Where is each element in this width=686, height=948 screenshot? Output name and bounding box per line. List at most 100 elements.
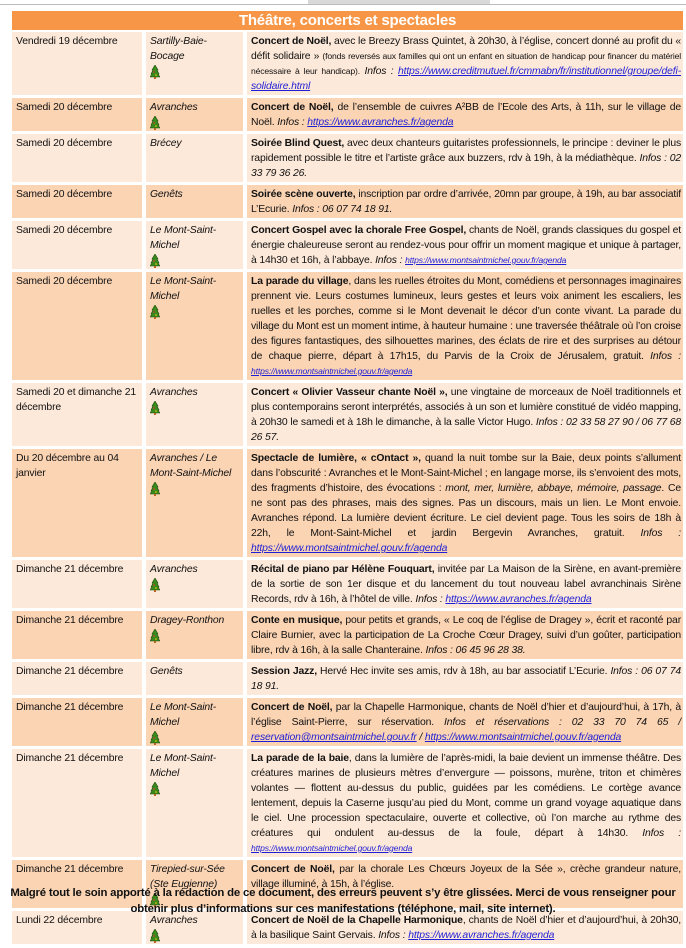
info-link[interactable]: https://www.montsaintmichel.gouv.fr/agen… [251,843,413,853]
christmas-tree-icon [149,481,161,496]
description-text: Infos : [277,117,308,128]
event-city-cell: Le Mont-Saint-Michel [146,698,247,746]
event-city-cell: Avranches [146,98,247,131]
info-link[interactable]: https://www.montsaintmichel.gouv.fr/agen… [251,366,413,376]
christmas-tree-icon [149,115,161,130]
description-text: avec deux chanteurs guitaristes professi… [251,138,681,164]
event-date: Dimanche 21 décembre [12,749,146,857]
info-link[interactable]: https://www.avranches.fr/agenda [307,117,454,128]
event-city: Tirepied-sur-Sée (Ste Eugienne) [150,864,225,890]
info-link[interactable]: https://www.montsaintmichel.gouv.fr/agen… [424,732,622,743]
christmas-tree-icon [149,577,161,592]
event-date: Samedi 20 décembre [12,98,146,131]
description-text: Infos : [415,594,446,605]
description-text: Infos : [375,255,406,266]
description-text: pour petits et grands, « Le coq de l’égl… [251,615,681,656]
event-city: Dragey-Ronthon [150,615,225,626]
description-text: Infos : 06 45 96 28 38. [425,645,526,656]
event-date: Dimanche 21 décembre [12,611,146,659]
event-date: Samedi 20 décembre [12,272,146,380]
table-row: Vendredi 19 décembre Sartilly-Baie-Bocage… [12,32,683,95]
info-link[interactable]: https://www.montsaintmichel.gouv.fr/agen… [251,543,448,554]
event-city-cell: Avranches [146,383,247,446]
description-text: Infos : 02 33 79 36 26. [251,153,681,179]
event-name: Conte en musique, [251,615,343,626]
event-city-cell: Tirepied-sur-Sée (Ste Eugienne) [146,860,247,908]
events-table: Vendredi 19 décembre Sartilly-Baie-Bocage… [12,29,683,947]
christmas-tree-icon [149,253,161,268]
table-row: Samedi 20 décembre Le Mont-Saint-Michel Co… [12,221,683,269]
info-link[interactable]: https://www.creditmutuel.fr/cmmabn/fr/in… [251,66,681,92]
description-text: Infos : [650,351,681,362]
event-name: Soirée scène ouverte, [251,189,356,200]
description-text: une vingtaine de morceaux de Noël tradit… [251,387,681,428]
info-link[interactable]: https://www.avranches.fr/agenda [445,594,592,605]
event-date: Samedi 20 décembre [12,221,146,269]
event-date: Dimanche 21 décembre [12,860,146,908]
description-text: Hervé Hec invite ses amis, rdv à 18h, au… [316,666,611,677]
event-description: Spectacle de lumière, « cOntact », quand… [247,449,683,557]
event-name: Concert de Noël, [251,864,335,875]
event-city: Le Mont-Saint-Michel [150,225,217,251]
scrollbar-thumb[interactable] [308,0,490,4]
table-row: Samedi 20 décembre Brécey Soirée Blind Que… [12,134,683,182]
description-text: Infos : [642,828,681,839]
event-city: Genêts [150,189,183,200]
info-link[interactable]: https://www.avranches.fr/agenda [408,930,555,941]
event-date: Samedi 20 décembre [12,134,146,182]
description-text: mont, mer, lumière, abbaye, mémoire, pas… [445,483,662,494]
event-description: Concert Gospel avec la chorale Free Gosp… [247,221,683,269]
event-city: Avranches [150,915,198,926]
event-description: Concert « Olivier Vasseur chante Noël »,… [247,383,683,446]
description-text: avec le Breezy Brass Quintet, à 20h30, à… [251,36,682,62]
event-name: Concert « Olivier Vasseur chante Noël », [251,387,448,398]
divider [0,4,686,5]
event-description: La parade de la baie, dans la lumière de… [247,749,683,857]
event-description: Concert de Noël, de l’ensemble de cuivre… [247,98,683,131]
event-description: Soirée scène ouverte, inscription par or… [247,185,683,218]
table-row: Dimanche 21 décembre Avranches Récital de … [12,560,683,608]
event-city-cell: Avranches / Le Mont-Saint-Michel [146,449,247,557]
christmas-tree-icon [149,628,161,643]
event-city-cell: Brécey [146,134,247,182]
info-link[interactable]: https://www.montsaintmichel.gouv.fr/agen… [405,255,567,265]
info-link[interactable]: reservation@montsaintmichel.gouv.fr [251,732,417,743]
description-text: par la Chapelle Harmonique, chants de No… [251,702,681,728]
event-city-cell: Genêts [146,662,247,695]
event-date: Vendredi 19 décembre [12,32,146,95]
table-row: Samedi 20 et dimanche 21 décembre Avranch… [12,383,683,446]
description-text: Infos : [378,930,409,941]
description-text: par la chorale Les Chœurs Joyeux de la S… [251,864,681,890]
christmas-tree-icon [149,928,161,943]
description-text: de l’ensemble de cuivres A²BB de l’Ecole… [251,102,681,128]
event-city-cell: Le Mont-Saint-Michel [146,749,247,857]
description-text: . Ce ne sont pas des phrases, mais des s… [251,483,681,539]
event-name: Soirée Blind Quest, [251,138,345,149]
description-text: Infos : [360,66,398,77]
event-city: Avranches [150,387,198,398]
description-text: Infos : 06 07 74 18 91. [292,204,393,215]
event-city: Brécey [150,138,182,149]
event-city-cell: Le Mont-Saint-Michel [146,221,247,269]
event-city: Le Mont-Saint-Michel [150,276,217,302]
table-row: Samedi 20 décembre Avranches Concert de No… [12,98,683,131]
christmas-tree-icon [149,64,161,79]
section-title: Théâtre, concerts et spectacles [12,11,683,30]
event-date: Dimanche 21 décembre [12,698,146,746]
event-city-cell: Sartilly-Baie-Bocage [146,32,247,95]
event-name: Concert de Noël, [251,702,333,713]
description-text: (fonds reversés aux familles qui ont un … [251,51,681,76]
table-row: Dimanche 21 décembre Tirepied-sur-Sée (St… [12,860,683,908]
table-row: Samedi 20 décembre Genêts Soirée scène ouv… [12,185,683,218]
description-text: Infos et réservations : 02 33 70 74 65 / [443,717,681,728]
description-text: invitée par La Maison de la Sirène, en a… [251,564,681,605]
event-date: Samedi 20 décembre [12,185,146,218]
event-description: Concert de Noël, avec le Breezy Brass Qu… [247,32,683,95]
table-row: Dimanche 21 décembre Le Mont-Saint-Michel… [12,749,683,857]
event-description: Session Jazz, Hervé Hec invite ses amis,… [247,662,683,695]
event-date: Dimanche 21 décembre [12,662,146,695]
event-city: Avranches / Le Mont-Saint-Michel [150,453,232,479]
description-text: , dans la lumière de l’après-midi, la ba… [251,753,681,839]
event-description: Récital de piano par Hélène Fouquart, in… [247,560,683,608]
christmas-tree-icon [149,304,161,319]
